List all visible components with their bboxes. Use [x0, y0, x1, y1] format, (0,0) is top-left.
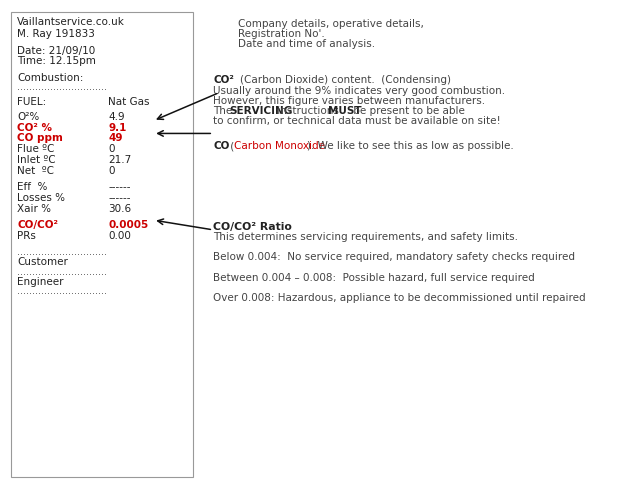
Text: Nat Gas: Nat Gas — [108, 97, 150, 108]
Text: ..............................: .............................. — [17, 247, 108, 258]
Text: Over 0.008: Hazardous, appliance to be decommissioned until repaired: Over 0.008: Hazardous, appliance to be d… — [213, 293, 586, 303]
Text: MUST: MUST — [328, 106, 361, 116]
Text: Usually around the 9% indicates very good combustion.: Usually around the 9% indicates very goo… — [213, 86, 506, 96]
Text: Net  ºC: Net ºC — [17, 166, 54, 176]
Text: Registration No'.: Registration No'. — [238, 29, 324, 39]
Text: Combustion:: Combustion: — [17, 73, 83, 83]
Text: Losses %: Losses % — [17, 193, 66, 203]
Text: 21.7: 21.7 — [108, 155, 132, 165]
Text: to confirm, or technical data must be available on site!: to confirm, or technical data must be av… — [213, 116, 501, 127]
Text: Xair %: Xair % — [17, 204, 51, 214]
Text: Inlet ºC: Inlet ºC — [17, 155, 56, 165]
Text: ..............................: .............................. — [17, 286, 108, 297]
Text: 9.1: 9.1 — [108, 123, 127, 133]
Text: M. Ray 191833: M. Ray 191833 — [17, 29, 95, 39]
Text: Date: 21/09/10: Date: 21/09/10 — [17, 46, 96, 56]
Text: Date and time of analysis.: Date and time of analysis. — [238, 39, 375, 49]
Text: (Carbon Dioxide) content.  (Condensing): (Carbon Dioxide) content. (Condensing) — [240, 75, 451, 86]
Text: 0: 0 — [108, 166, 115, 176]
Text: ..............................: .............................. — [17, 267, 108, 277]
Text: 49: 49 — [108, 133, 122, 144]
Text: Customer: Customer — [17, 257, 68, 267]
FancyBboxPatch shape — [11, 12, 193, 477]
Text: 0.0005: 0.0005 — [108, 220, 148, 230]
Text: (: ( — [227, 141, 234, 151]
Text: The: The — [213, 106, 235, 116]
Text: ..............................: .............................. — [17, 82, 108, 93]
Text: instructions: instructions — [274, 106, 342, 116]
Text: O²%: O²% — [17, 112, 40, 122]
Text: Below 0.004:  No service required, mandatory safety checks required: Below 0.004: No service required, mandat… — [213, 252, 575, 262]
Text: SERVICING: SERVICING — [229, 106, 292, 116]
Text: Carbon Monoxide: Carbon Monoxide — [234, 141, 325, 151]
Text: However, this figure varies between manufacturers.: However, this figure varies between manu… — [213, 96, 485, 106]
Text: PRs: PRs — [17, 231, 36, 241]
Text: Flue ºC: Flue ºC — [17, 144, 54, 154]
Text: be present to be able: be present to be able — [350, 106, 465, 116]
Text: 4.9: 4.9 — [108, 112, 125, 122]
Text: CO ppm: CO ppm — [17, 133, 63, 144]
Text: Between 0.004 – 0.008:  Possible hazard, full service required: Between 0.004 – 0.008: Possible hazard, … — [213, 273, 535, 283]
Text: Eff  %: Eff % — [17, 182, 48, 192]
Text: CO² %: CO² % — [17, 123, 53, 133]
Text: ------: ------ — [108, 182, 130, 192]
Text: 0: 0 — [108, 144, 115, 154]
Text: CO/CO² Ratio: CO/CO² Ratio — [213, 222, 292, 232]
Text: Time: 12.15pm: Time: 12.15pm — [17, 56, 96, 67]
Text: CO²: CO² — [213, 75, 234, 86]
Text: This determines servicing requirements, and safety limits.: This determines servicing requirements, … — [213, 232, 519, 242]
Text: Engineer: Engineer — [17, 277, 64, 287]
Text: ------: ------ — [108, 193, 130, 203]
Text: FUEL:: FUEL: — [17, 97, 46, 108]
Text: 30.6: 30.6 — [108, 204, 131, 214]
Text: 0.00: 0.00 — [108, 231, 131, 241]
Text: ). We like to see this as low as possible.: ). We like to see this as low as possibl… — [307, 141, 514, 151]
Text: Company details, operative details,: Company details, operative details, — [238, 19, 424, 30]
Text: Vaillantservice.co.uk: Vaillantservice.co.uk — [17, 17, 125, 27]
Text: CO: CO — [213, 141, 229, 151]
Text: CO/CO²: CO/CO² — [17, 220, 58, 230]
